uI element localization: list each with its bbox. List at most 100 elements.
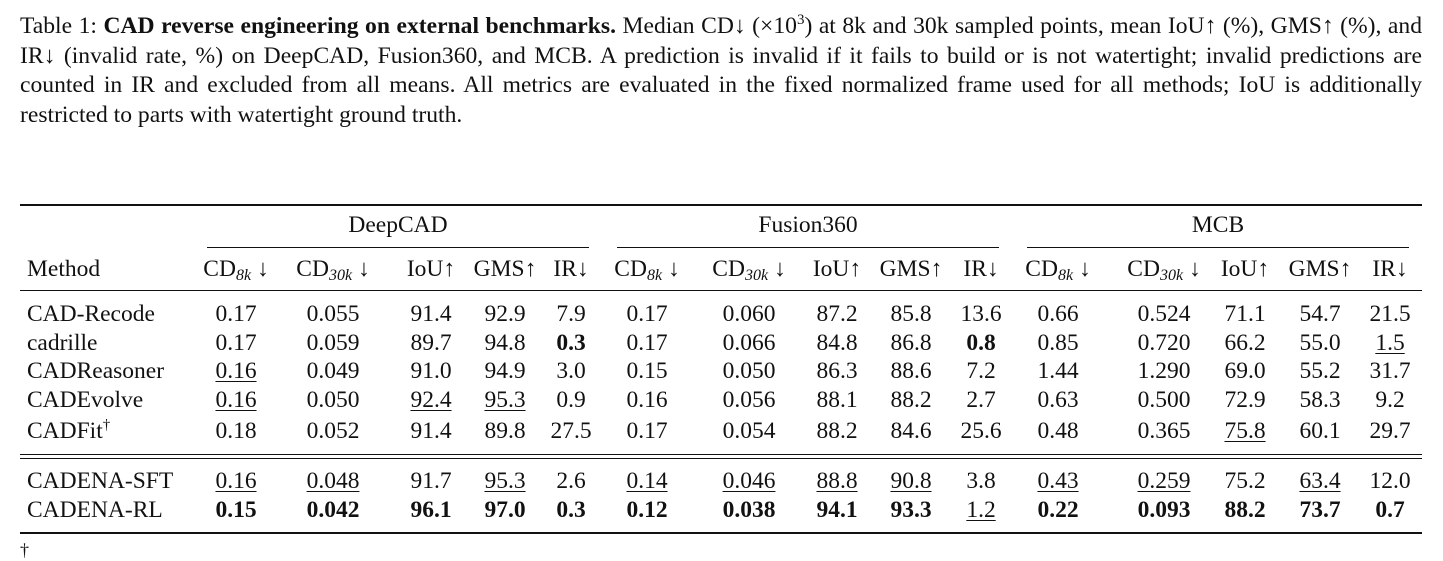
table-cell: 0.16 <box>626 387 668 413</box>
table-cell: 58.3 <box>1299 387 1341 413</box>
table-cell: 90.8 <box>890 468 932 494</box>
column-header: IR↓ <box>553 256 589 282</box>
column-header: IoU↑ <box>812 256 862 282</box>
table-cell: 88.2 <box>890 387 932 413</box>
table-cell: 60.1 <box>1299 418 1341 444</box>
table-cell: 0.259 <box>1137 468 1191 494</box>
table-cell: 75.2 <box>1224 468 1266 494</box>
table-cell: 84.8 <box>816 330 858 356</box>
table-cell: 0.3 <box>556 330 586 356</box>
table-cell: 21.5 <box>1369 301 1411 327</box>
table-cell: 0.524 <box>1137 301 1191 327</box>
table-cell: 0.63 <box>1037 387 1079 413</box>
table-cell: 0.17 <box>626 418 668 444</box>
caption-title: CAD reverse engineering on external benc… <box>103 13 616 39</box>
table-cell: 0.22 <box>1037 497 1079 523</box>
table-cell: 0.15 <box>626 358 668 384</box>
table-cell: 0.7 <box>1375 497 1405 523</box>
table-cell: 29.7 <box>1369 418 1411 444</box>
table-cell: 31.7 <box>1369 358 1411 384</box>
table-cell: 0.8 <box>966 330 996 356</box>
table-cell: 95.3 <box>484 468 526 494</box>
table-cell: 1.5 <box>1375 330 1405 356</box>
table-cell: 91.4 <box>410 418 452 444</box>
table-cell: 63.4 <box>1299 468 1341 494</box>
column-header: CD30k ↓ <box>296 256 370 284</box>
table-cell: 87.2 <box>816 301 858 327</box>
table-cell: 94.9 <box>484 358 526 384</box>
table-cell: 0.18 <box>215 418 257 444</box>
method-name: CAD-Recode <box>27 301 155 327</box>
table-cell: 0.16 <box>215 468 257 494</box>
table-cell: 97.0 <box>484 497 526 523</box>
caption-label: Table 1: <box>20 13 97 39</box>
table-cell: 0.43 <box>1037 468 1079 494</box>
table-cell: 91.7 <box>410 468 452 494</box>
table-cell: 0.049 <box>306 358 360 384</box>
column-header: GMS↑ <box>879 256 943 282</box>
table-cell: 0.14 <box>626 468 668 494</box>
table-cell: 88.2 <box>1224 497 1266 523</box>
table-cell: 0.050 <box>306 387 360 413</box>
table-cell: 0.17 <box>215 301 257 327</box>
table-cell: 0.16 <box>215 358 257 384</box>
table-cell: 92.9 <box>484 301 526 327</box>
table-rule <box>20 532 1422 534</box>
table-cell: 55.0 <box>1299 330 1341 356</box>
table-cell: 93.3 <box>890 497 932 523</box>
table-cell: 0.046 <box>722 468 776 494</box>
group-header: Fusion360 <box>758 212 858 238</box>
column-header: GMS↑ <box>1288 256 1352 282</box>
method-name: CADENA-RL <box>27 497 163 523</box>
table-cell: 55.2 <box>1299 358 1341 384</box>
table-cell: 7.2 <box>966 358 996 384</box>
table-cell: 96.1 <box>410 497 452 523</box>
table-cell: 94.1 <box>816 497 858 523</box>
table-caption: Table 1: CAD reverse engineering on exte… <box>20 12 1422 130</box>
table-cell: 0.12 <box>626 497 668 523</box>
table-cell: 0.17 <box>626 301 668 327</box>
column-header: IR↓ <box>963 256 999 282</box>
table-rule <box>20 204 1422 206</box>
table-cell: 0.3 <box>556 497 586 523</box>
method-name: CADENA-SFT <box>27 468 174 494</box>
footnote-marker: † <box>20 540 29 560</box>
table-cell: 86.3 <box>816 358 858 384</box>
table-cell: 91.0 <box>410 358 452 384</box>
table-cell: 0.17 <box>215 330 257 356</box>
column-header: CD30k ↓ <box>712 256 786 284</box>
column-header: CD8k ↓ <box>614 256 680 284</box>
group-header: DeepCAD <box>348 212 448 238</box>
table-rule <box>20 458 1422 459</box>
table-cell: 0.365 <box>1137 418 1191 444</box>
group-underline <box>207 247 589 248</box>
table-cell: 0.052 <box>306 418 360 444</box>
table-cell: 13.6 <box>960 301 1002 327</box>
table-cell: 72.9 <box>1224 387 1266 413</box>
column-header: CD30k ↓ <box>1127 256 1201 284</box>
table-cell: 0.9 <box>556 387 586 413</box>
table-cell: 0.066 <box>722 330 776 356</box>
table-cell: 88.8 <box>816 468 858 494</box>
table-cell: 9.2 <box>1375 387 1405 413</box>
column-header: IoU↑ <box>406 256 456 282</box>
table-cell: 84.6 <box>890 418 932 444</box>
table-cell: 88.2 <box>816 418 858 444</box>
table-cell: 27.5 <box>550 418 592 444</box>
method-name: CADEvolve <box>27 387 144 413</box>
table-cell: 0.055 <box>306 301 360 327</box>
table-cell: 0.056 <box>722 387 776 413</box>
table-cell: 1.290 <box>1137 358 1191 384</box>
table-rule <box>20 290 1422 291</box>
table-cell: 0.16 <box>215 387 257 413</box>
table-cell: 85.8 <box>890 301 932 327</box>
method-name: cadrille <box>27 330 98 356</box>
caption-exponent: 3 <box>796 12 805 28</box>
table-cell: 71.1 <box>1224 301 1266 327</box>
table-cell: 2.6 <box>556 468 586 494</box>
table-cell: 89.7 <box>410 330 452 356</box>
table-cell: 94.8 <box>484 330 526 356</box>
table-cell: 0.17 <box>626 330 668 356</box>
group-underline <box>1027 247 1409 248</box>
table-cell: 54.7 <box>1299 301 1341 327</box>
